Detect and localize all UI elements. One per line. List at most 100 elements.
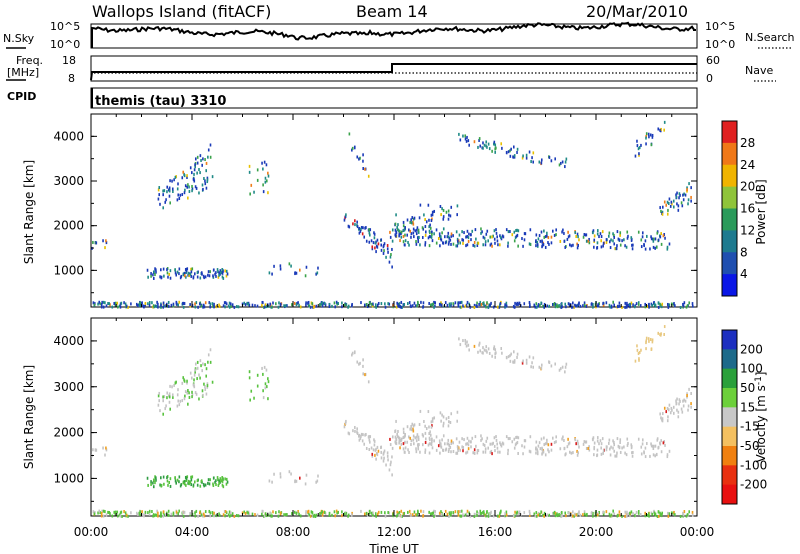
- power-echo: [371, 247, 374, 251]
- velocity-echo: [564, 453, 567, 457]
- velocity-echo: [423, 419, 425, 423]
- velocity-echo: [643, 450, 645, 454]
- power-echo: [186, 267, 189, 271]
- power-echo: [410, 218, 412, 222]
- velocity-echo: [167, 483, 169, 487]
- power-echo: [678, 196, 680, 200]
- power-echo: [148, 303, 151, 307]
- velocity-echo: [124, 511, 127, 515]
- power-echo: [264, 176, 267, 180]
- velocity-echo: [486, 350, 488, 354]
- velocity-echo: [201, 369, 203, 373]
- power-echo: [444, 301, 447, 305]
- power-echo: [396, 301, 398, 305]
- power-echo: [663, 200, 666, 204]
- velocity-echo: [576, 439, 579, 443]
- power-echo: [174, 271, 177, 275]
- velocity-echo: [425, 427, 428, 431]
- velocity-echo: [364, 373, 366, 377]
- velocity-echo: [403, 450, 406, 454]
- power-echo: [157, 302, 159, 306]
- power-echo: [218, 271, 220, 275]
- power-echo: [406, 218, 409, 222]
- power-echo: [452, 302, 455, 306]
- power-echo: [471, 229, 474, 233]
- power-echo: [409, 229, 412, 233]
- power-echo: [465, 303, 468, 307]
- power-echo: [227, 304, 230, 308]
- velocity-echo: [654, 512, 657, 516]
- velocity-echo: [608, 441, 610, 445]
- velocity-echo: [108, 511, 111, 515]
- power-echo: [206, 180, 209, 184]
- velocity-echo: [170, 512, 173, 516]
- velocity-echo: [411, 513, 414, 517]
- power-echo: [467, 139, 470, 143]
- velocity-echo: [626, 510, 628, 514]
- power-echo: [541, 244, 544, 248]
- power-echo: [174, 268, 176, 272]
- power-echo: [102, 305, 105, 309]
- velocity-echo: [222, 485, 225, 489]
- velocity-echo: [677, 415, 680, 419]
- velocity-echo: [558, 512, 560, 516]
- velocity-echo: [184, 475, 187, 479]
- power-echo: [196, 171, 198, 175]
- velocity-echo: [165, 404, 167, 408]
- power-echo: [667, 208, 669, 212]
- power-echo: [171, 179, 173, 183]
- velocity-echo: [486, 436, 489, 440]
- velocity-echo: [641, 438, 644, 442]
- power-echo: [390, 253, 392, 257]
- power-echo: [256, 168, 259, 172]
- velocity-echo: [220, 479, 222, 483]
- velocity-echo: [199, 484, 202, 488]
- power-echo: [483, 236, 486, 240]
- freq-panel: Freq. [MHz] 18 8 60 0 Nave: [6, 54, 776, 85]
- power-echo: [144, 301, 147, 305]
- power-echo: [389, 235, 392, 239]
- power-echo: [220, 271, 223, 275]
- velocity-echo: [93, 512, 96, 516]
- power-echo: [494, 150, 497, 154]
- velocity-echo: [162, 412, 165, 416]
- power-echo: [588, 237, 590, 241]
- velocity-echo: [445, 417, 448, 421]
- power-echo: [657, 301, 660, 305]
- velocity-echo: [618, 513, 621, 517]
- power-echo: [457, 301, 460, 305]
- velocity-echo: [651, 512, 654, 516]
- power-echo: [576, 232, 579, 236]
- velocity-echo: [373, 443, 376, 447]
- power-echo: [507, 244, 509, 248]
- power-echo: [564, 245, 567, 249]
- velocity-echo: [184, 394, 186, 398]
- power-echo: [417, 302, 419, 306]
- velocity-echo: [628, 512, 630, 516]
- velocity-echo: [162, 514, 165, 518]
- velocity-echo: [178, 475, 181, 479]
- power-echo: [663, 128, 665, 132]
- power-echo: [627, 234, 629, 238]
- velocity-echo: [241, 511, 244, 515]
- nave-label: Nave: [745, 64, 773, 77]
- velocity-echo: [462, 339, 464, 343]
- velocity-echo: [544, 442, 547, 446]
- power-echo: [403, 303, 406, 307]
- velocity-echo: [577, 451, 579, 455]
- power-echo: [253, 190, 255, 194]
- power-echo: [478, 137, 481, 141]
- velocity-echo: [605, 510, 608, 514]
- x-tick-label: 00:00: [680, 525, 715, 539]
- velocity-echo: [119, 514, 122, 518]
- power-echo: [679, 193, 681, 197]
- velocity-echo: [568, 441, 571, 445]
- velocity-echo: [659, 442, 662, 446]
- nsky-top-tick: 10^5: [50, 20, 80, 33]
- power-echo: [481, 230, 483, 234]
- colorbar-tick-label: 12: [740, 223, 755, 237]
- velocity-echo: [529, 450, 532, 454]
- velocity-echo: [661, 511, 664, 515]
- power-echo: [389, 255, 392, 259]
